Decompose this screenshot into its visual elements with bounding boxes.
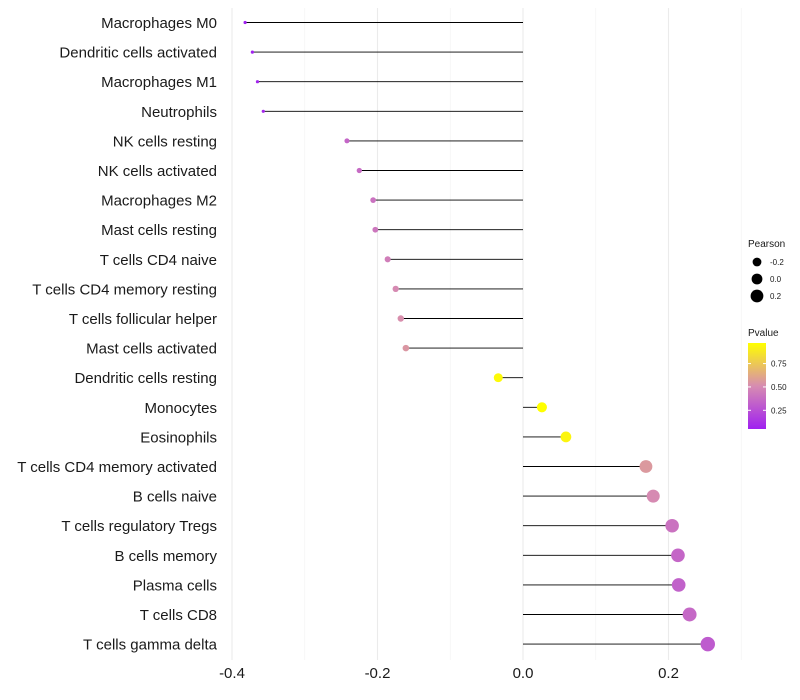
lollipop-point (665, 518, 679, 533)
category-label: T cells gamma delta (83, 637, 218, 654)
color-legend-bar (748, 343, 766, 429)
lollipop-point (243, 20, 247, 25)
size-legend-key (751, 273, 763, 285)
lollipop-point (402, 344, 410, 352)
size-legend-label: 0.0 (770, 275, 782, 284)
category-label: Macrophages M1 (101, 74, 217, 91)
category-label: T cells CD4 memory resting (32, 281, 217, 298)
size-legend-key (750, 289, 764, 303)
lollipop-point (700, 636, 715, 652)
category-label: NK cells activated (98, 163, 217, 180)
category-label: B cells memory (114, 548, 217, 565)
lollipop-point (255, 80, 260, 84)
lollipop-point (384, 256, 391, 263)
x-tick-label: -0.4 (219, 665, 245, 682)
lollipop-point (671, 578, 686, 592)
point-layer (243, 20, 715, 652)
category-label: T cells CD4 memory activated (17, 459, 217, 476)
lollipop-point (392, 285, 399, 293)
category-label: Mast cells activated (86, 341, 217, 358)
category-label: T cells CD4 naive (100, 252, 217, 269)
color-legend-label: 0.25 (771, 406, 787, 415)
lollipop-point (261, 109, 265, 113)
lollipop-point (646, 489, 660, 503)
category-label: T cells CD8 (140, 607, 217, 624)
x-tick-label: 0.0 (513, 665, 534, 682)
lollipop-point (344, 138, 350, 144)
category-label: T cells regulatory Tregs (61, 518, 217, 535)
category-label: Dendritic cells activated (59, 45, 217, 62)
category-label: Dendritic cells resting (74, 370, 217, 387)
lollipop-point (370, 197, 376, 203)
category-label: Macrophages M0 (101, 15, 217, 32)
lollipop-point (397, 315, 404, 322)
category-labels: Macrophages M0 Dendritic cells activated M… (17, 15, 217, 654)
grid-layer (231, 8, 742, 660)
color-legend-title: Pvalue (748, 328, 779, 339)
lollipop-point (372, 226, 379, 233)
lollipop-point (639, 460, 653, 473)
lollipop-point (536, 402, 547, 413)
size-legend-title: Pearson (748, 239, 785, 250)
lollipop-point (560, 431, 572, 443)
lollipop-point (493, 373, 503, 383)
category-label: NK cells resting (113, 133, 217, 150)
color-legend-label: 0.75 (771, 360, 787, 369)
lollipop-point (671, 548, 685, 563)
stem-layer (245, 22, 708, 645)
size-legend-label: -0.2 (770, 258, 784, 267)
category-label: Neutrophils (141, 104, 217, 121)
lollipop-point (682, 607, 697, 622)
size-legend-label: 0.2 (770, 292, 782, 301)
x-axis-ticks: -0.4 -0.2 0.0 0.2 (219, 665, 679, 682)
size-legend-key (752, 257, 762, 267)
category-label: Macrophages M2 (101, 193, 217, 210)
x-tick-label: 0.2 (658, 665, 679, 682)
lollipop-point (250, 50, 254, 54)
category-label: T cells follicular helper (69, 311, 217, 328)
legend: Pearson -0.2 0.0 0.2 Pvalue 0.25 0.50 0.75 (748, 239, 787, 429)
category-label: Plasma cells (133, 577, 217, 594)
lollipop-point (356, 167, 362, 174)
category-label: Monocytes (144, 400, 217, 417)
x-tick-label: -0.2 (365, 665, 391, 682)
category-label: Eosinophils (140, 429, 217, 446)
category-label: Mast cells resting (101, 222, 217, 239)
category-label: B cells naive (133, 489, 217, 506)
color-legend-label: 0.50 (771, 383, 787, 392)
